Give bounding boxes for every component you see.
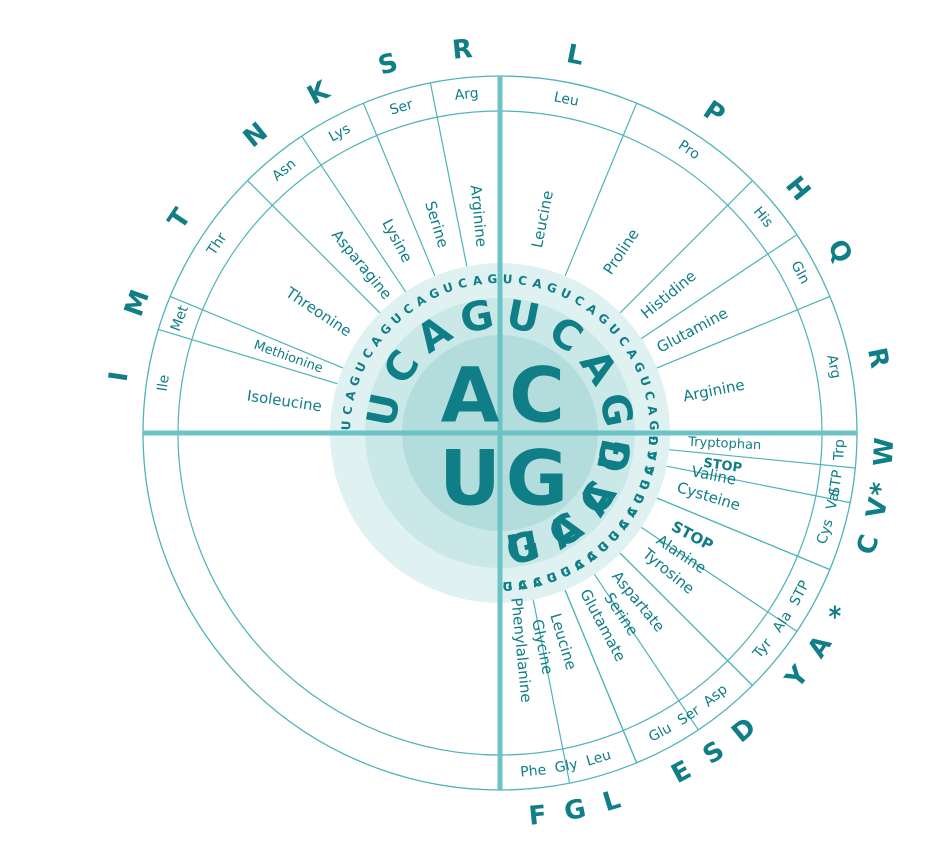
- third-base-ugc: C: [642, 464, 658, 476]
- third-base-cgg: G: [647, 420, 661, 431]
- amino-acid-letter: S: [698, 735, 730, 770]
- third-base-cua: A: [531, 276, 544, 292]
- amino-acid-letter: R: [451, 34, 474, 66]
- amino-acid-abbr: Arg: [823, 353, 843, 380]
- amino-acid-letter: H: [779, 171, 816, 207]
- first-base-c: C: [509, 351, 565, 440]
- third-base-uuc: C: [517, 578, 528, 593]
- segment-divider: [429, 82, 468, 267]
- block-divider: [656, 497, 831, 571]
- first-base-u: U: [439, 434, 501, 523]
- third-base-guu: U: [647, 435, 661, 445]
- amino-acid-letter: E: [667, 755, 697, 790]
- segment-divider: [532, 599, 571, 784]
- third-base-aga: A: [472, 273, 484, 288]
- segment-divider: [666, 465, 851, 504]
- amino-acid-letter: P: [698, 95, 731, 131]
- third-base-gga: A: [517, 578, 529, 593]
- first-base-g: G: [506, 434, 568, 523]
- amino-acid-abbr: Ser: [388, 96, 415, 118]
- amino-acid-abbr: Leu: [552, 89, 580, 110]
- amino-acid-letter: Q: [821, 235, 858, 269]
- amino-acid-abbr: STP: [826, 469, 846, 497]
- third-base-aug: G: [347, 374, 364, 388]
- segment-divider: [640, 526, 798, 632]
- third-base-ggg: G: [502, 580, 513, 594]
- segment-divider: [640, 234, 798, 340]
- amino-acid-letter: V: [861, 495, 894, 521]
- third-base-agc: C: [457, 276, 469, 292]
- segment-divider: [301, 135, 407, 293]
- amino-acid-letter: Y: [779, 659, 816, 694]
- third-base-ugu: U: [637, 478, 653, 492]
- third-base-cgu: U: [637, 374, 653, 388]
- amino-acid-letter: A: [802, 630, 838, 663]
- segment-divider: [158, 328, 338, 385]
- amino-acid-letter: I: [104, 370, 135, 384]
- amino-acid-letter: C: [851, 531, 885, 558]
- third-base-uua: A: [531, 574, 544, 590]
- amino-acid-letter: S: [375, 48, 402, 82]
- wheel-labels: A CU GUUCAGIsoleucineIleIMethionineMetMCUC…: [104, 34, 901, 832]
- amino-acid-letter: K: [303, 75, 336, 111]
- third-base-cga: A: [645, 405, 660, 417]
- block-divider: [619, 180, 753, 314]
- amino-acid-name: Tryptophan: [687, 435, 762, 454]
- amino-acid-abbr: Leu: [584, 747, 613, 770]
- amino-acid-letter: G: [562, 794, 589, 828]
- third-base-cgc: C: [642, 390, 658, 402]
- block-divider: [247, 180, 381, 314]
- third-base-gua: A: [641, 464, 657, 477]
- third-base-uuu: U: [502, 580, 512, 594]
- third-base-auc: C: [340, 405, 355, 416]
- block-divider: [564, 102, 638, 277]
- amino-acid-abbr: Gly: [553, 756, 579, 776]
- third-base-auu: U: [339, 420, 353, 430]
- third-base-agu: U: [441, 280, 455, 296]
- segment-divider: [593, 573, 699, 731]
- amino-acid-name: Arginine: [467, 184, 491, 248]
- amino-acid-abbr: Val: [824, 487, 844, 511]
- third-base-aua: A: [343, 389, 359, 402]
- third-base-gug: G: [637, 478, 654, 492]
- first-base-a: A: [441, 351, 500, 440]
- amino-acid-letter: *: [823, 601, 856, 627]
- third-base-cug: G: [545, 280, 559, 297]
- amino-acid-letter: L: [600, 785, 625, 819]
- amino-acid-abbr: Cys: [814, 517, 837, 546]
- block-divider: [656, 295, 831, 369]
- amino-acid-letter: M: [119, 286, 156, 320]
- third-base-guc: C: [645, 450, 660, 461]
- amino-acid-abbr: Arg: [454, 85, 479, 103]
- amino-acid-letter: N: [238, 117, 274, 154]
- amino-acid-letter: T: [162, 203, 197, 235]
- block-divider: [362, 102, 436, 277]
- third-base-cuu: U: [502, 272, 512, 286]
- block-divider: [169, 295, 344, 369]
- third-base-ggc: C: [531, 574, 543, 590]
- segment-divider: [669, 449, 856, 469]
- amino-acid-name: STOP: [702, 456, 743, 477]
- amino-acid-abbr: Ile: [155, 374, 173, 393]
- third-base-ggu: U: [545, 570, 559, 586]
- amino-acid-letter: F: [527, 800, 548, 832]
- third-base-ugg: G: [647, 435, 661, 446]
- amino-acid-letter: *: [865, 480, 897, 498]
- third-base-cuc: C: [517, 273, 528, 288]
- block-divider: [619, 552, 753, 686]
- amino-acid-abbr: Phe: [520, 762, 547, 780]
- block-divider: [564, 589, 638, 764]
- amino-acid-letter: L: [564, 39, 586, 72]
- amino-acid-letter: D: [726, 712, 762, 749]
- wheel-dividers: [143, 76, 857, 790]
- amino-acid-letter: R: [861, 345, 894, 370]
- third-base-uga: A: [645, 449, 660, 461]
- third-base-uug: G: [545, 570, 559, 587]
- amino-acid-abbr: Trp: [831, 439, 848, 462]
- third-base-agg: G: [487, 272, 498, 286]
- amino-acid-letter: W: [869, 437, 900, 467]
